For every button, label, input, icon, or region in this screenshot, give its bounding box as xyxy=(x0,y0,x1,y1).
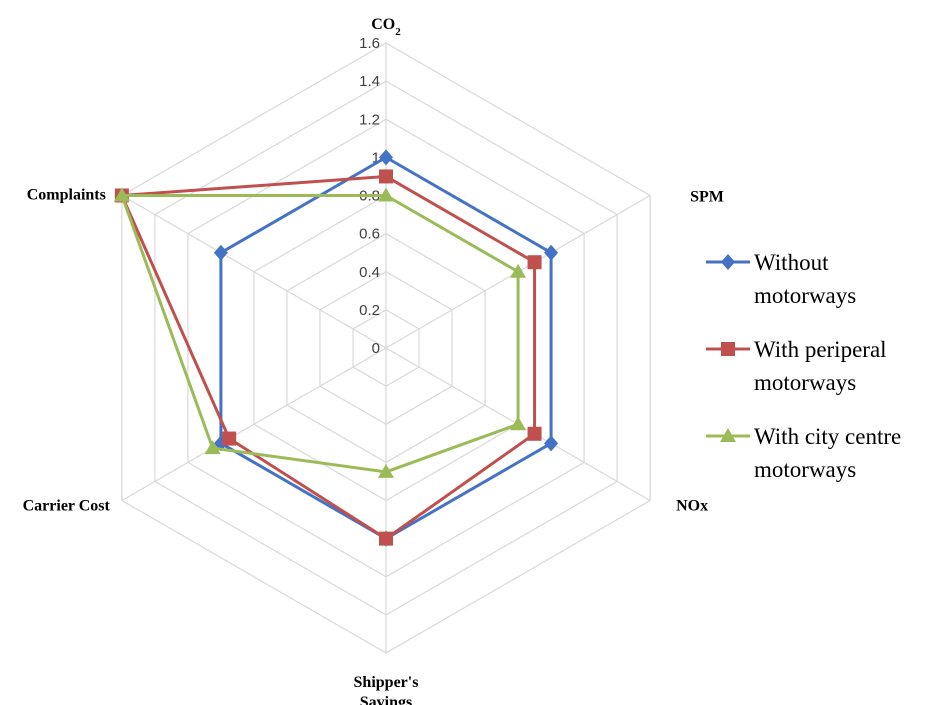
axis-labels: CO2 SPM NOx Shipper's Savings Carrier Cost Com… xyxy=(23,16,724,705)
legend-label: Without motorways xyxy=(754,250,856,308)
legend-label: With city centre motorways xyxy=(754,424,901,482)
series-2 xyxy=(113,187,527,478)
tick-label: 0.2 xyxy=(359,302,380,319)
axis-label: CO2 xyxy=(371,16,401,38)
data-point-marker xyxy=(378,463,394,478)
data-point-marker xyxy=(113,187,130,202)
axis-spoke xyxy=(121,347,387,502)
grid xyxy=(121,42,651,654)
legend-item: With city centre motorways xyxy=(706,424,901,482)
axis-label: Carrier Cost xyxy=(23,498,111,515)
data-point-marker xyxy=(378,187,394,202)
data-point-marker xyxy=(527,255,542,270)
data-point-marker xyxy=(721,342,735,356)
tick-label: 1.4 xyxy=(359,73,380,90)
tick-label: 0.4 xyxy=(359,264,380,281)
axis-label: Complaints xyxy=(27,187,106,204)
data-point-marker xyxy=(527,426,542,441)
legend-label: With periperal motorways xyxy=(754,337,887,395)
axis-label: Shipper's Savings xyxy=(354,674,419,705)
data-point-marker xyxy=(213,244,228,261)
tick-label: 1 xyxy=(372,149,380,166)
data-point-marker xyxy=(222,431,237,446)
data-point-marker xyxy=(379,169,393,184)
axis-spoke xyxy=(121,194,387,349)
legend: Without motorways With periperal motorways W… xyxy=(706,250,901,482)
data-point-marker xyxy=(510,263,527,278)
series xyxy=(113,149,559,547)
tick-label: 1.6 xyxy=(359,35,380,52)
data-point-marker xyxy=(510,416,527,431)
tick-labels: 00.20.40.60.811.21.41.6 xyxy=(359,35,380,357)
tick-label: 1.2 xyxy=(359,111,380,128)
legend-item: With periperal motorways xyxy=(706,337,887,395)
data-point-marker xyxy=(379,531,393,546)
data-point-marker xyxy=(720,428,736,442)
axis-label: SPM xyxy=(690,189,724,206)
tick-label: 0.6 xyxy=(359,226,380,243)
data-point-marker xyxy=(204,440,221,455)
data-point-marker xyxy=(544,435,559,452)
data-point-marker xyxy=(721,254,735,270)
data-point-marker xyxy=(379,149,393,166)
axis-label: NOx xyxy=(676,498,708,515)
tick-label: 0 xyxy=(372,340,380,357)
legend-item: Without motorways xyxy=(706,250,856,308)
data-point-marker xyxy=(544,244,559,261)
